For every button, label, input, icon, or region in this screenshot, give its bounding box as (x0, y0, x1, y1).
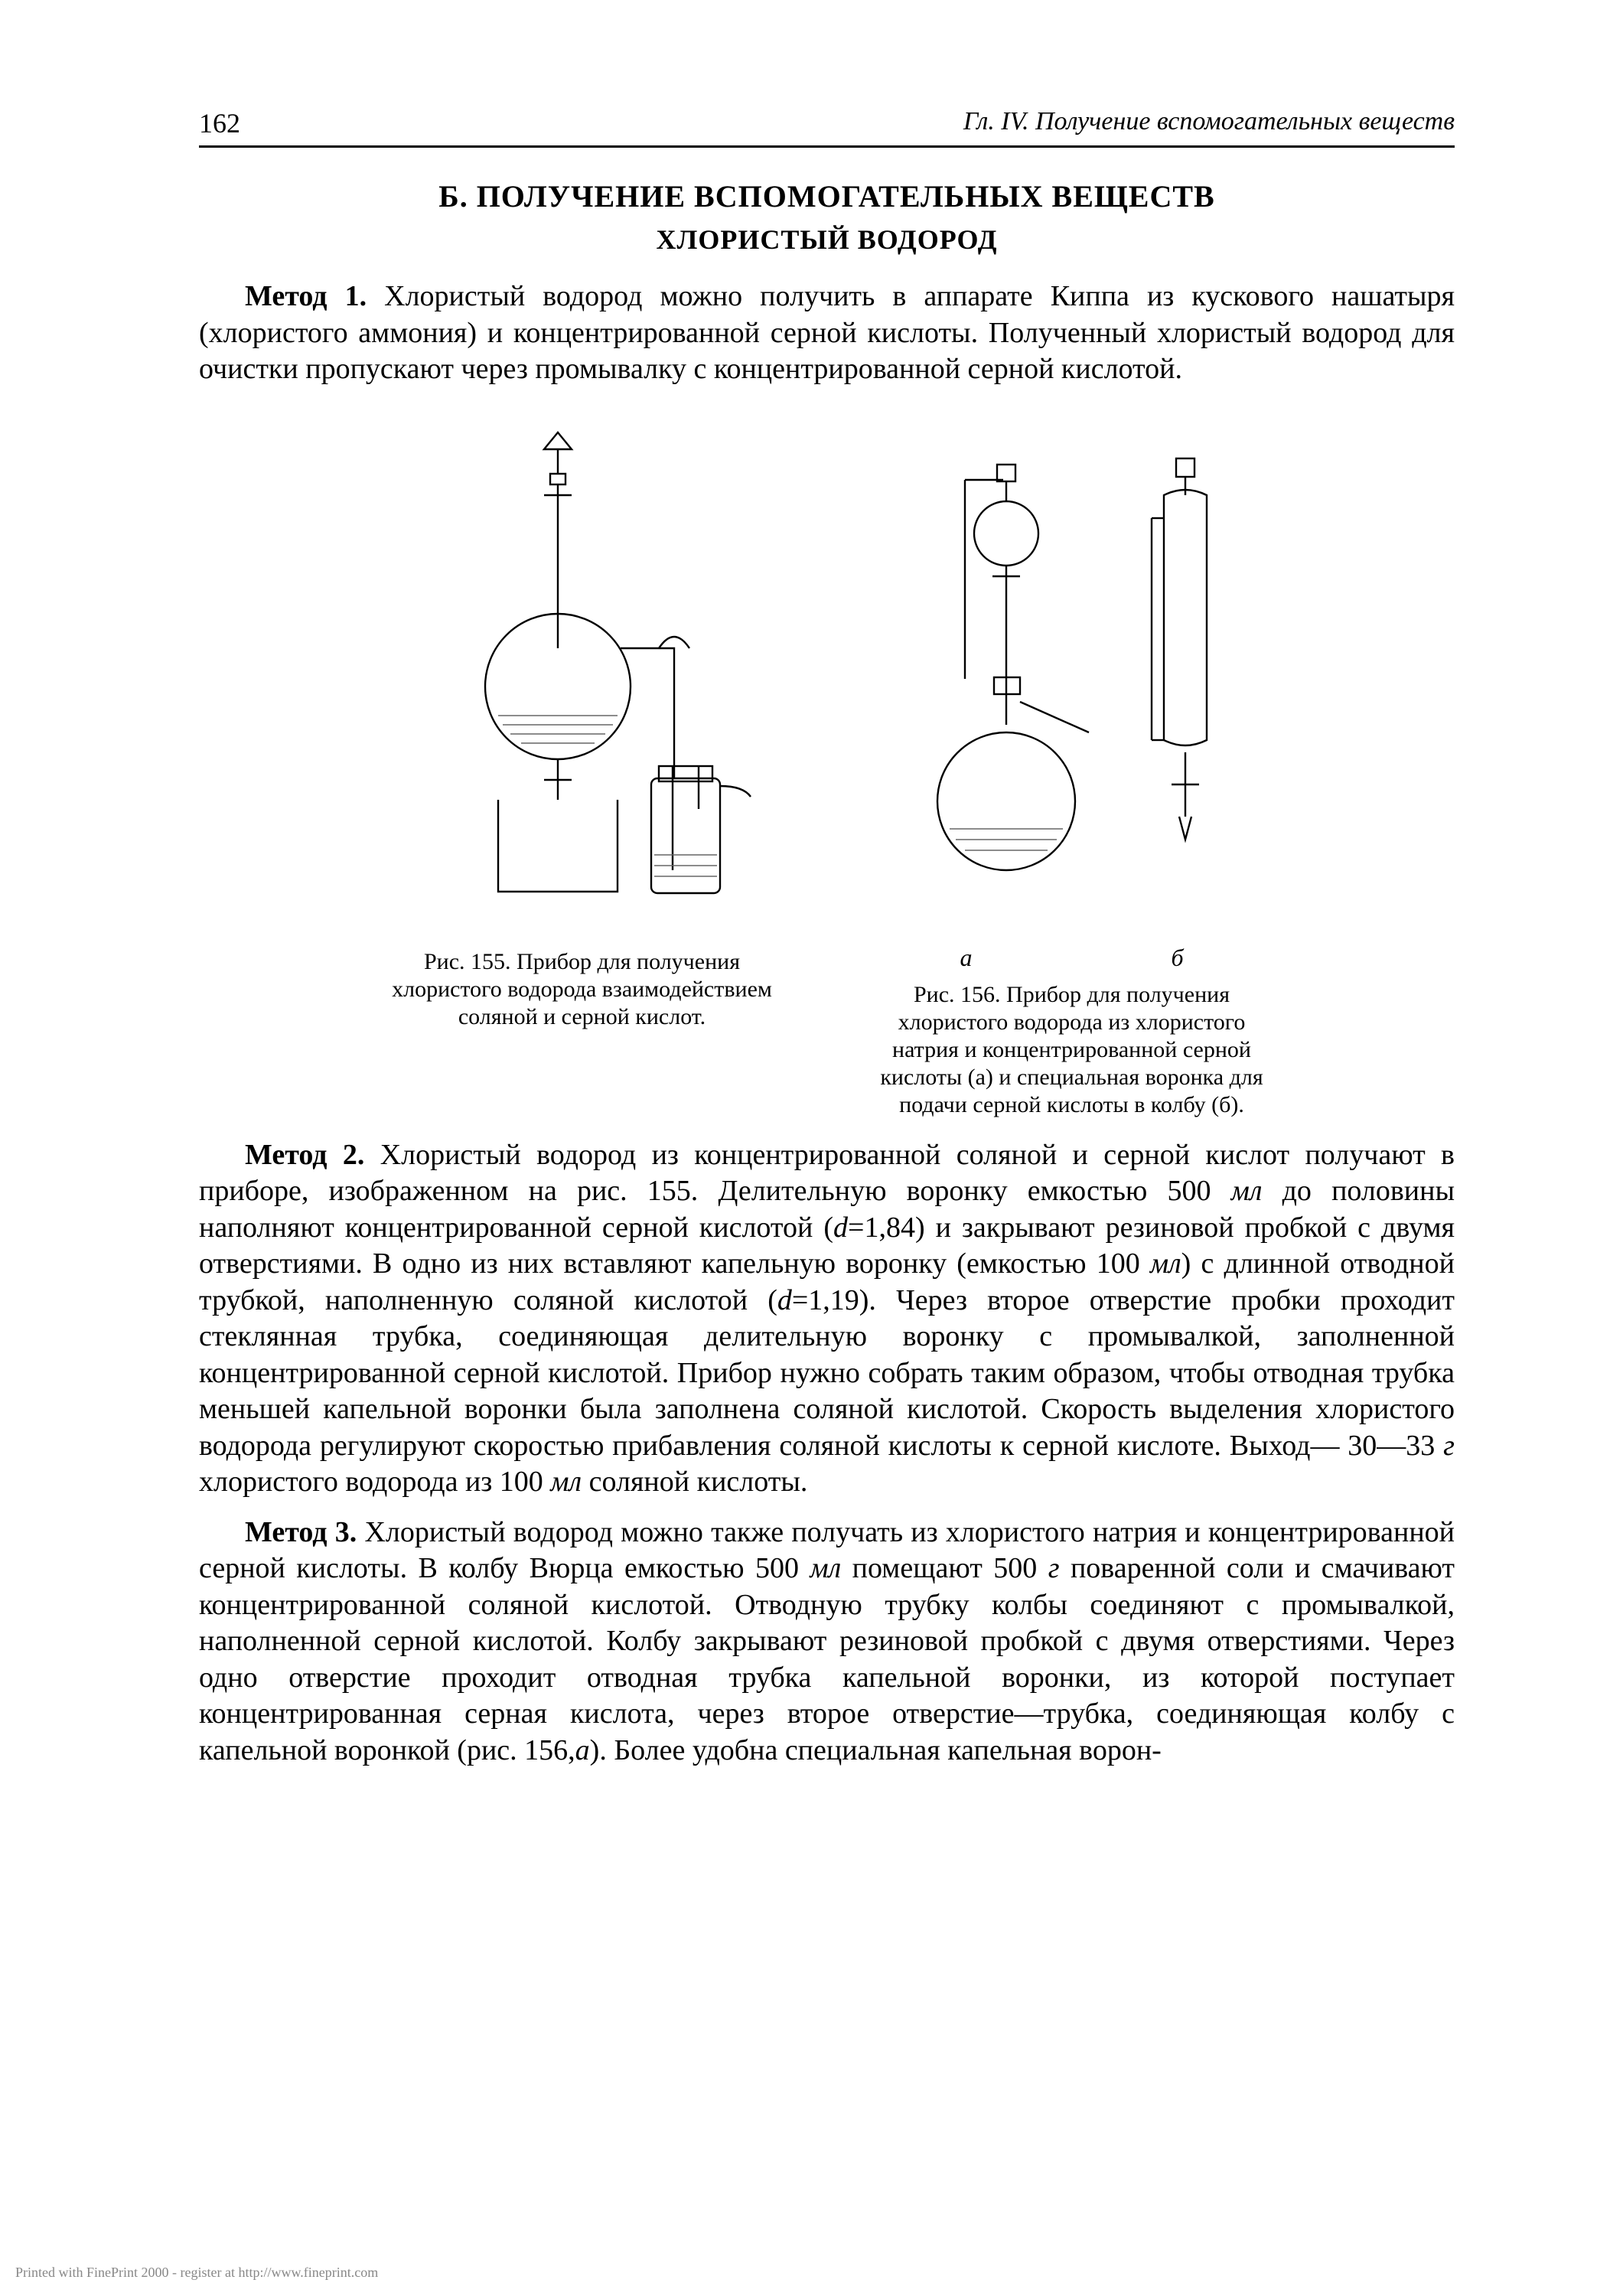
method-1-label: Метод 1. (245, 280, 367, 312)
section-title: Б. ПОЛУЧЕНИЕ ВСПОМОГАТЕЛЬНЫХ ВЕЩЕСТВ (199, 178, 1455, 214)
footer-watermark: Printed with FinePrint 2000 - register a… (15, 2265, 378, 2281)
apparatus-156-icon (873, 419, 1271, 939)
symbol-d-1: d (833, 1212, 848, 1244)
figure-156-label-b: б (1171, 944, 1183, 972)
apparatus-155-icon (383, 419, 781, 939)
figure-155-caption: Рис. 155. Прибор для получения хлористог… (383, 948, 781, 1031)
figure-155: Рис. 155. Прибор для получения хлористог… (383, 419, 781, 1119)
method-1-text: Хлористый водород можно получить в аппар… (199, 280, 1455, 385)
method-3-text-d: ). Более удобна специальная капельная во… (590, 1734, 1162, 1766)
figure-156-label-a: а (960, 944, 972, 972)
unit-ml-3: мл (550, 1466, 582, 1498)
subsection-title: ХЛОРИСТЫЙ ВОДОРОД (199, 223, 1455, 256)
method-3-text-b: помещают 500 (841, 1552, 1048, 1584)
symbol-d-2: d (777, 1284, 792, 1316)
figures-row: Рис. 155. Прибор для получения хлористог… (199, 419, 1455, 1119)
page: 162 Гл. IV. Получение вспомогательных ве… (0, 0, 1623, 2296)
unit-ml-4: мл (810, 1552, 841, 1584)
figure-156: а б Рис. 156. Прибор для получения хлори… (873, 419, 1271, 1119)
unit-g-2: г (1048, 1552, 1060, 1584)
paragraph-method-3: Метод 3. Хлористый водород можно также п… (199, 1515, 1455, 1769)
running-head-row: 162 Гл. IV. Получение вспомогательных ве… (199, 107, 1455, 148)
running-head: Гл. IV. Получение вспомогательных вещест… (963, 107, 1455, 139)
method-2-label: Метод 2. (245, 1139, 364, 1171)
method-2-text-g: соляной кислоты. (582, 1466, 807, 1498)
unit-ml-2: мл (1150, 1247, 1181, 1280)
unit-ml-1: мл (1231, 1175, 1263, 1207)
label-a: а (575, 1734, 590, 1766)
method-2-text-f: хлористого водорода из 100 (199, 1466, 550, 1498)
paragraph-method-2: Метод 2. Хлористый водород из концентрир… (199, 1137, 1455, 1501)
page-number: 162 (199, 107, 240, 139)
unit-g-1: г (1443, 1430, 1455, 1462)
figure-156-caption: Рис. 156. Прибор для получения хлористог… (873, 981, 1271, 1119)
paragraph-method-1: Метод 1. Хлористый водород можно получит… (199, 279, 1455, 388)
figure-156-labels: а б (960, 944, 1183, 972)
method-3-label: Метод 3. (245, 1516, 357, 1548)
